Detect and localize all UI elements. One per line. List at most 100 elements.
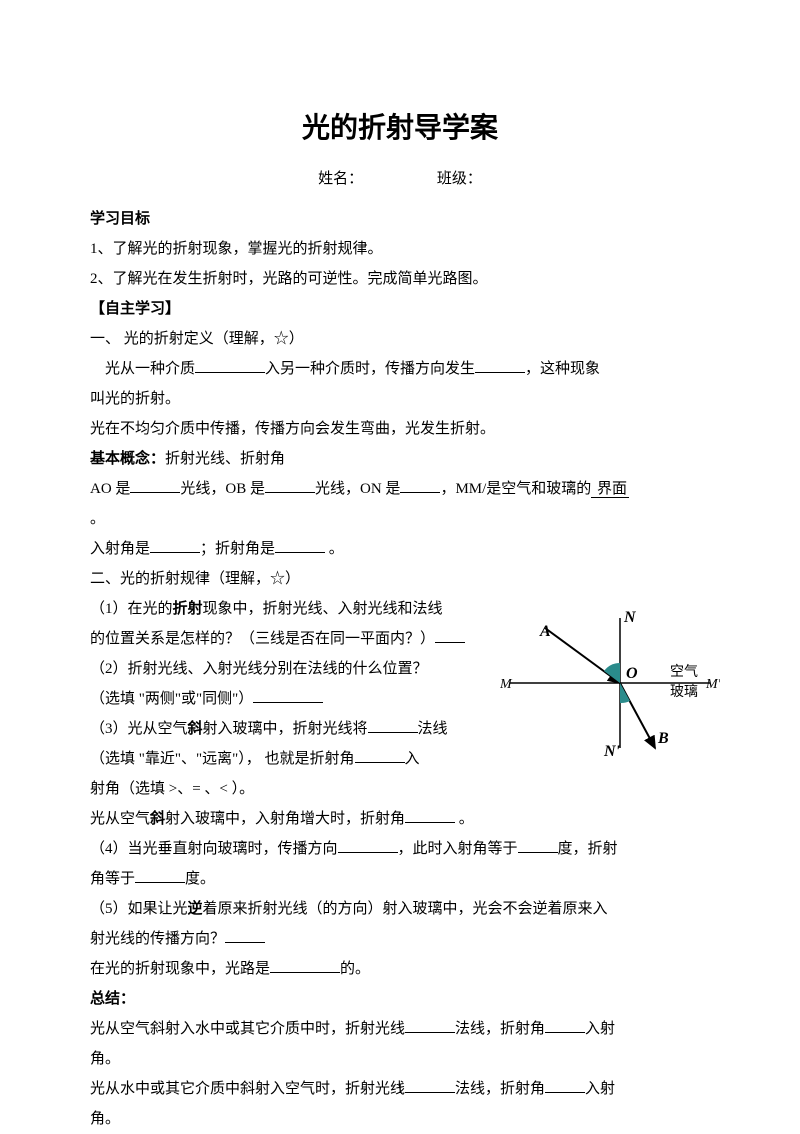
text: （选填 "靠近"、"远离"）， 也就是折射角: [90, 751, 355, 767]
page-number: 1: [0, 1076, 800, 1102]
blank: [225, 928, 265, 943]
label-air: 空气: [670, 664, 698, 680]
text: 光线，OB 是: [180, 481, 265, 497]
text: 角等于: [90, 871, 135, 887]
page-title: 光的折射导学案: [90, 100, 710, 156]
text: AO 是: [90, 481, 130, 497]
text: 在光的折射现象中，光路是: [90, 961, 270, 977]
content-body: 学习目标 1、了解光的折射现象，掌握光的折射规律。 2、了解光在发生折射时，光路…: [90, 204, 710, 1134]
text: （1）在光的: [90, 601, 173, 617]
objective-1: 1、了解光的折射现象，掌握光的折射规律。: [90, 234, 710, 264]
blank: [135, 868, 185, 883]
text: （4）当光垂直射向玻璃时，传播方向: [90, 841, 338, 857]
q5-line3: 在光的折射现象中，光路是 的。: [90, 954, 710, 984]
label-A: A: [539, 623, 551, 640]
blank: [435, 628, 465, 643]
blank: [368, 718, 418, 733]
text: ，此时入射角等于: [398, 841, 518, 857]
text: 现象中，折射光线、入射光线和法线: [203, 601, 443, 617]
name-class-line: 姓名： 班级：: [90, 164, 710, 194]
blank: [265, 478, 315, 493]
q5-line1: （5）如果让光逆着原来折射光线（的方向）射入玻璃中，光会不会逆着原来入: [90, 894, 710, 924]
bold-word: 斜: [150, 811, 165, 827]
self-study-heading: 【自主学习】: [90, 294, 710, 324]
text: 度。: [185, 871, 215, 887]
text: 入另一种介质时，传播方向发生: [265, 361, 475, 377]
blank: [405, 808, 455, 823]
text: （选填 "两侧"或"同侧"）: [90, 691, 253, 707]
text: 。: [325, 541, 344, 557]
s1-line3: 光在不均匀介质中传播，传播方向会发生弯曲，光发生折射。: [90, 414, 710, 444]
text: （3）光从空气: [90, 721, 188, 737]
label-N2: N': [603, 743, 621, 758]
blank: [253, 688, 323, 703]
blank: [270, 958, 340, 973]
interface-word: 界面: [591, 481, 629, 498]
summary-1a: 光从空气斜射入水中或其它介质中时，折射光线法线，折射角入射: [90, 1014, 710, 1044]
q4-line2: 角等于 度。: [90, 864, 710, 894]
angle-line: 入射角是 ；折射角是 。: [90, 534, 710, 564]
text: 入射: [585, 1021, 615, 1037]
refraction-diagram: A B N N' M M' O 空气 玻璃: [500, 608, 720, 758]
text: 度，折射: [558, 841, 618, 857]
text: 折射光线、折射角: [165, 451, 285, 467]
text: 光从空气: [90, 811, 150, 827]
s1-line1: 光从一种介质入另一种介质时，传播方向发生，这种现象: [90, 354, 710, 384]
ao-line: AO 是 光线，OB 是 光线，ON 是 ，MM/是空气和玻璃的 界面: [90, 474, 710, 504]
section-1-heading: 一、 光的折射定义（理解，☆）: [90, 324, 710, 354]
q1-line2: 的位置关系是怎样的？（三线是否在同一平面内？）: [90, 624, 470, 654]
s1-line2: 叫光的折射。: [90, 384, 710, 414]
blank: [475, 358, 525, 373]
q3-line4: 光从空气斜射入玻璃中，入射角增大时，折射角 。: [90, 804, 710, 834]
text: 射入玻璃中，入射角增大时，折射角: [165, 811, 405, 827]
q4-line1: （4）当光垂直射向玻璃时，传播方向 ，此时入射角等于 度，折射: [90, 834, 710, 864]
label-N: N: [623, 609, 637, 626]
text: ；折射角是: [200, 541, 275, 557]
label-M: M: [500, 677, 513, 692]
summary-2b: 角。: [90, 1104, 710, 1134]
blank: [130, 478, 180, 493]
objective-2: 2、了解光在发生折射时，光路的可逆性。完成简单光路图。: [90, 264, 710, 294]
objectives-heading: 学习目标: [90, 204, 710, 234]
blank: [518, 838, 558, 853]
q3-line1: （3）光从空气斜射入玻璃中，折射光线将法线: [90, 714, 470, 744]
text: 着原来折射光线（的方向）射入玻璃中，光会不会逆着原来入: [203, 901, 608, 917]
q1-line1: （1）在光的折射现象中，折射光线、入射光线和法线: [90, 594, 470, 624]
text: 光线，ON 是: [315, 481, 400, 497]
text: 的位置关系是怎样的？（三线是否在同一平面内？）: [90, 631, 435, 647]
q2-line1: （2）折射光线、入射光线分别在法线的什么位置？: [90, 654, 470, 684]
period-line: 。: [90, 504, 710, 534]
text: 光从空气斜射入水中或其它介质中时，折射光线: [90, 1021, 405, 1037]
section-2-heading: 二、光的折射规律（理解，☆）: [90, 564, 710, 594]
text: 的。: [340, 961, 370, 977]
text: （5）如果让光: [90, 901, 188, 917]
concept-heading: 基本概念：: [90, 450, 165, 467]
label-M2: M': [705, 677, 720, 692]
bold-word: 斜: [188, 721, 203, 737]
bold-word: 逆: [188, 901, 203, 917]
blank: [150, 538, 200, 553]
q5-line2: 射光线的传播方向？: [90, 924, 710, 954]
blank: [405, 1018, 455, 1033]
label-O: O: [626, 665, 638, 682]
blank: [545, 1018, 585, 1033]
label-glass: 玻璃: [670, 683, 698, 700]
blank: [338, 838, 398, 853]
blank: [355, 748, 405, 763]
text: 入射角是: [90, 541, 150, 557]
bold-word: 折射: [173, 601, 203, 617]
label-B: B: [657, 730, 669, 747]
blank: [195, 358, 265, 373]
q3-line2: （选填 "靠近"、"远离"）， 也就是折射角 入: [90, 744, 470, 774]
text: 。: [455, 811, 474, 827]
text: ，MM/是空气和玻璃的: [440, 481, 591, 497]
concept-line: 基本概念：折射光线、折射角: [90, 444, 710, 474]
blank: [275, 538, 325, 553]
text: 入: [405, 751, 420, 767]
summary-heading: 总结：: [90, 984, 710, 1014]
q3-line3: 射角（选填 >、= 、< ）。: [90, 774, 710, 804]
text: 光从一种介质: [105, 361, 195, 377]
q2-line2: （选填 "两侧"或"同侧"）: [90, 684, 470, 714]
text: 射入玻璃中，折射光线将: [203, 721, 368, 737]
name-label: 姓名：: [318, 171, 363, 187]
